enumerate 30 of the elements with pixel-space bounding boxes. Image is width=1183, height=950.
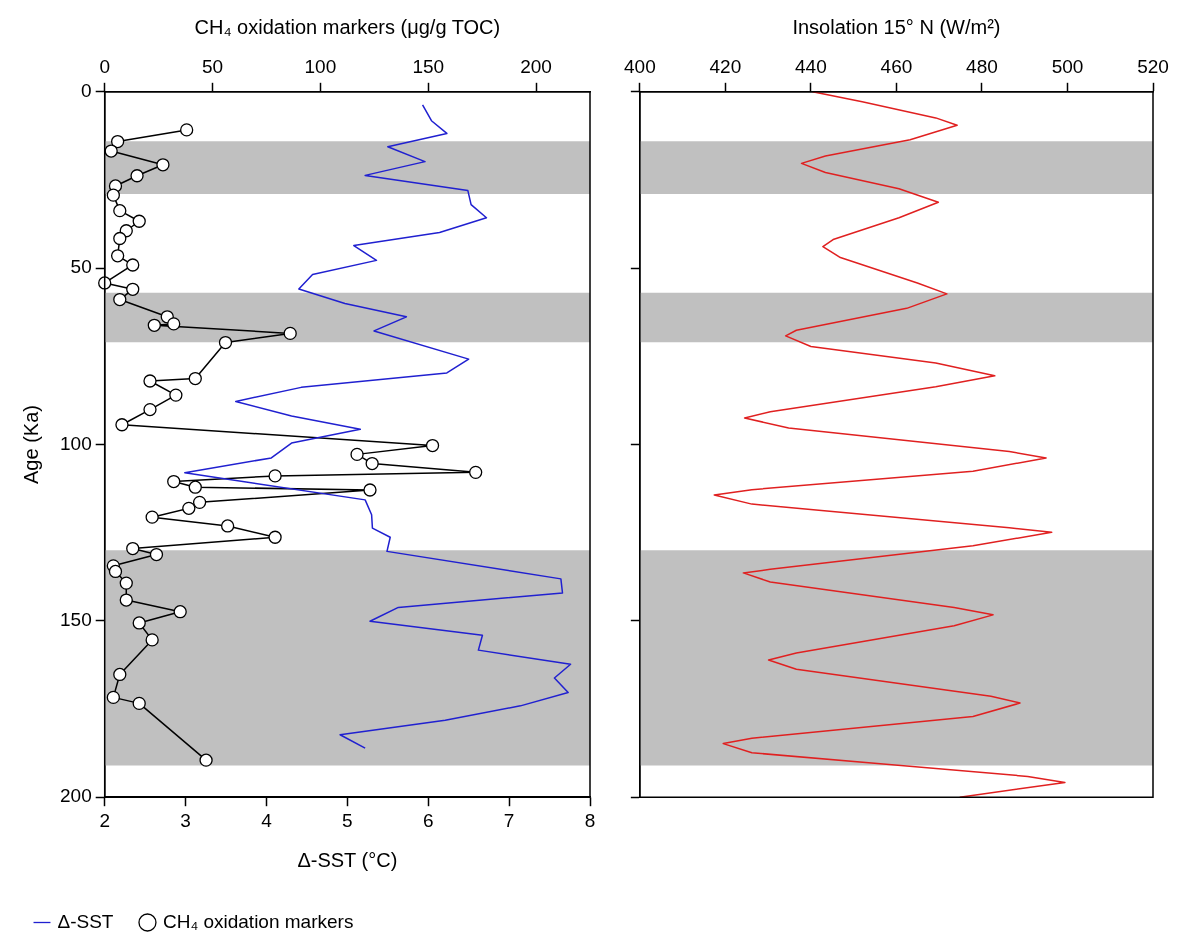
x2-tick-label: 50: [201, 55, 224, 77]
x-tick-label: 6: [422, 809, 434, 831]
x2-axis-title: CH₄ oxidation markers (μg/g TOC): [194, 15, 501, 38]
y-tick-label: 200: [60, 785, 92, 807]
x2-tick-label: 150: [412, 55, 445, 77]
x-tick-label: 480: [966, 55, 998, 77]
y-axis-title: Age (Ka): [19, 405, 42, 484]
x2-tick-label: 100: [304, 55, 337, 77]
y-tick-label: 150: [60, 609, 92, 631]
legend-label: Δ-SST: [57, 910, 114, 932]
x2-tick-label: 0: [99, 55, 110, 77]
x-tick-label: 7: [503, 809, 515, 831]
x-tick-label: 4: [261, 809, 273, 831]
x-tick-label: 5: [342, 809, 353, 831]
x-tick-label: 3: [180, 809, 191, 831]
x-tick-label: 440: [795, 55, 827, 77]
x-axis-title: Δ-SST (°C): [297, 848, 398, 871]
x-tick-label: 520: [1137, 55, 1169, 77]
y-tick-label: 0: [81, 80, 92, 102]
x-tick-label: 2: [99, 809, 110, 831]
y-tick-label: 100: [60, 432, 92, 454]
x-tick-label: 8: [584, 809, 596, 831]
x-axis-title: Insolation 15° N (W/m²): [792, 15, 1001, 38]
x-tick-label: 500: [1051, 55, 1084, 77]
x-tick-label: 460: [880, 55, 913, 77]
x2-tick-label: 200: [520, 55, 552, 77]
x-tick-label: 420: [709, 55, 742, 77]
legend-label: CH₄ oxidation markers: [162, 910, 354, 932]
y-tick-label: 50: [70, 256, 92, 278]
x-tick-label: 400: [624, 55, 656, 77]
